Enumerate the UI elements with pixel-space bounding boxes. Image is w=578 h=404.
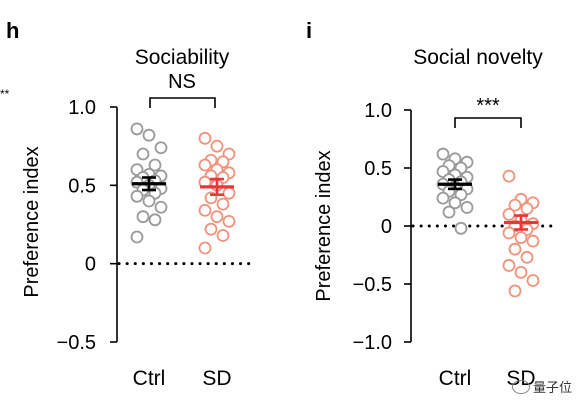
panel-letter-h: h [6,18,19,43]
data-point-h-sd [222,214,236,228]
data-point-h-sd [198,241,212,255]
watermark-text: 量子位 [532,381,572,396]
data-point-i-sd [520,202,534,216]
significance-label-i: *** [476,95,500,117]
y-tick-label-h: 0 [85,254,96,276]
y-tick-label-h: −0.5 [57,332,96,354]
data-point-i-sd [526,234,540,248]
data-point-i-ctrl [442,205,456,219]
data-point-h-sd [222,186,236,200]
y-tick-label-i: −0.5 [353,274,392,296]
data-point-h-sd [204,222,218,236]
x-tick-label-i-ctrl: Ctrl [439,367,472,390]
y-tick-label-i: −1.0 [353,332,392,354]
data-point-i-sd [520,250,534,264]
y-tick-label-i: 1.0 [364,100,392,122]
data-point-h-sd [198,131,212,145]
data-point-i-sd [502,169,516,183]
y-tick-label-i: 0 [381,216,392,238]
wechat-logo-icon [511,379,530,394]
x-tick-label-h-ctrl: Ctrl [133,367,166,390]
data-point-i-sd [502,207,516,221]
y-axis-h: −0.5 0 0.5 1.0 [57,97,118,354]
panel-letter-i: i [306,18,312,43]
data-point-h-sd [210,210,224,224]
data-point-h-sd [198,158,212,172]
data-point-i-sd [502,259,516,272]
data-point-h-ctrl [136,147,150,161]
data-point-h-ctrl [130,230,144,244]
chart-title-i: Social novelty [413,46,543,69]
data-point-i-ctrl [460,201,474,214]
y-tick-label-h: 1.0 [68,97,96,119]
data-point-h-sd [216,197,230,211]
data-point-i-sd [508,198,522,212]
data-point-h-sd [216,229,230,242]
data-point-i-ctrl [436,191,450,205]
data-point-h-ctrl [142,194,156,208]
chart-title-h: Sociability [135,46,230,69]
data-point-h-ctrl [154,200,168,214]
data-point-h-ctrl [148,158,162,172]
data-point-i-sd [508,242,522,256]
data-point-i-sd [514,265,528,279]
data-point-i-sd [508,284,522,298]
data-marks-h [117,122,254,266]
y-axis-label-i: Preference index [313,150,335,301]
significance-bracket-h [149,97,216,108]
panel-h-sociability: h Sociability NS Preference index −0.5 0 0… [6,18,254,390]
y-axis-label-h: Preference index [21,146,43,297]
panel-i-social-novelty: i Social novelty *** Preference index −1… [306,18,554,390]
data-point-i-sd [514,231,528,245]
data-point-i-ctrl [436,147,450,161]
y-tick-label-h: 0.5 [68,175,96,197]
significance-bracket-i [454,117,522,128]
edge-fragment: ** [0,87,10,101]
data-point-h-ctrl [130,122,144,136]
data-point-i-ctrl [454,221,468,235]
data-point-i-sd [502,226,516,240]
watermark: 量子位 [511,377,572,396]
data-point-i-ctrl [448,196,462,210]
y-axis-i: −1.0 −0.5 0 0.5 1.0 [353,100,412,354]
data-point-h-ctrl [148,213,162,227]
data-point-h-sd [198,203,212,217]
data-marks-i [411,147,554,298]
y-tick-label-i: 0.5 [364,158,392,180]
data-point-i-sd [526,274,540,287]
x-tick-label-h-sd: SD [202,367,231,390]
data-point-h-ctrl [154,141,168,155]
data-point-h-ctrl [136,210,150,224]
data-point-h-ctrl [142,128,156,142]
significance-label-h: NS [168,71,196,93]
data-point-h-ctrl [130,189,144,203]
data-point-h-sd [210,139,224,153]
